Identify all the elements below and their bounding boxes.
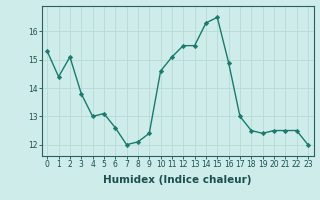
X-axis label: Humidex (Indice chaleur): Humidex (Indice chaleur) — [103, 175, 252, 185]
